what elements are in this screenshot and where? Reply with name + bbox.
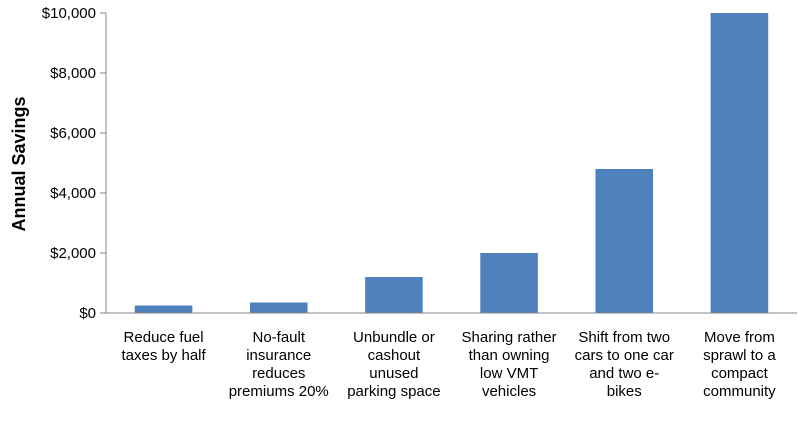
x-category-label-line: Move from bbox=[704, 329, 775, 346]
bar bbox=[595, 169, 654, 313]
x-category-label-line: cars to one car bbox=[575, 347, 674, 364]
x-category-label-line: compact bbox=[711, 365, 769, 382]
x-category-label-line: Sharing rather bbox=[462, 329, 557, 346]
x-category-label-line: Shift from two bbox=[578, 329, 670, 346]
x-category-label-line: than owning bbox=[469, 347, 550, 364]
bar bbox=[710, 13, 769, 313]
x-category-label-line: cashout bbox=[368, 347, 421, 364]
x-category-label-line: bikes bbox=[607, 383, 642, 400]
bar bbox=[134, 305, 193, 313]
x-category-label: No-fault insurance reduces premiums 20% bbox=[229, 329, 329, 400]
x-category-label-line: Reduce fuel bbox=[124, 329, 204, 346]
x-category-label-line: unused bbox=[369, 365, 418, 382]
y-tick-label: $6,000 bbox=[50, 125, 96, 142]
x-axis-labels: Reduce fuel taxes by half No-fault insuranc… bbox=[121, 329, 776, 400]
x-category-label-line: reduces bbox=[252, 365, 305, 382]
x-category-label: Move from sprawl to a compact community bbox=[703, 329, 776, 400]
x-category-label-line: community bbox=[703, 383, 776, 400]
y-tick-label: $8,000 bbox=[50, 65, 96, 82]
bar bbox=[480, 253, 538, 313]
bars bbox=[134, 13, 769, 313]
x-category-label-line: No-fault bbox=[252, 329, 305, 346]
y-axis-title: Annual Savings bbox=[9, 96, 29, 231]
x-category-label: Unbundle or cashout unused parking space bbox=[347, 329, 440, 400]
x-category-label: Sharing rather than owning low VMT vehicles bbox=[462, 329, 557, 400]
bar bbox=[249, 302, 308, 313]
x-category-label-line: parking space bbox=[347, 383, 440, 400]
bar bbox=[365, 277, 423, 313]
x-category-label-line: sprawl to a bbox=[703, 347, 776, 364]
x-category-label-line: premiums 20% bbox=[229, 383, 329, 400]
y-tick-label: $2,000 bbox=[50, 245, 96, 262]
x-category-label-line: low VMT bbox=[480, 365, 538, 382]
x-category-label: Shift from two cars to one car and two e-b… bbox=[575, 329, 674, 400]
x-category-label: Reduce fuel taxes by half bbox=[121, 329, 206, 364]
x-category-label-line: Unbundle or bbox=[353, 329, 435, 346]
y-tick-label: $4,000 bbox=[50, 185, 96, 202]
x-category-label-line: insurance bbox=[246, 347, 311, 364]
y-axis-ticks: $0 $2,000 $4,000 $6,000 $8,000 $10,000 bbox=[42, 5, 106, 322]
y-tick-label: $0 bbox=[79, 305, 96, 322]
x-category-label-line: vehicles bbox=[482, 383, 536, 400]
y-tick-label: $10,000 bbox=[42, 5, 96, 22]
x-category-label-line: and two e- bbox=[589, 365, 659, 382]
x-category-label-line: taxes by half bbox=[121, 347, 206, 364]
y-axis-title-group: Annual Savings bbox=[9, 96, 29, 231]
